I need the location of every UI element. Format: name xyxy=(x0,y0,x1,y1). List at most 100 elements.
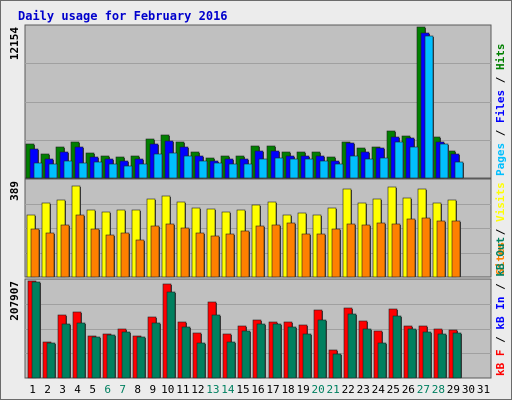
legend-entry: kB Out xyxy=(494,237,507,277)
bar-pages-day-23 xyxy=(364,158,374,179)
x-tick-5: 5 xyxy=(89,383,96,396)
bar-pages-day-18 xyxy=(289,158,299,179)
x-tick-25: 25 xyxy=(387,383,400,396)
bar-kb-out-day-10 xyxy=(166,291,176,379)
legend-entry: kB F xyxy=(494,350,507,377)
bar-pages-day-14 xyxy=(228,163,238,179)
bar-kb-out-day-16 xyxy=(256,323,266,379)
bar-sites-day-17 xyxy=(271,224,281,278)
x-tick-12: 12 xyxy=(191,383,204,396)
x-tick-29: 29 xyxy=(447,383,460,396)
bar-sites-day-1 xyxy=(30,228,40,278)
x-tick-11: 11 xyxy=(176,383,189,396)
x-tick-27: 27 xyxy=(417,383,430,396)
x-tick-18: 18 xyxy=(281,383,294,396)
bar-kb-out-day-22 xyxy=(347,313,357,379)
bar-pages-day-15 xyxy=(243,163,253,179)
bar-pages-day-10 xyxy=(168,152,178,179)
bar-sites-day-18 xyxy=(286,222,296,278)
x-tick-22: 22 xyxy=(342,383,355,396)
x-tick-20: 20 xyxy=(312,383,325,396)
x-tick-17: 17 xyxy=(266,383,279,396)
x-tick-28: 28 xyxy=(432,383,445,396)
bar-kb-out-day-1 xyxy=(31,281,41,379)
x-tick-3: 3 xyxy=(59,383,66,396)
max-label-bottom: 207907 xyxy=(8,281,21,321)
bar-kb-out-day-25 xyxy=(392,315,402,379)
bar-pages-day-29 xyxy=(454,161,464,179)
bar-sites-day-10 xyxy=(165,223,175,278)
bar-kb-out-day-19 xyxy=(302,333,312,379)
bar-pages-day-12 xyxy=(198,160,208,179)
legend-top: Pages / Files / Hits xyxy=(494,44,507,177)
bar-pages-day-19 xyxy=(304,158,314,179)
x-tick-6: 6 xyxy=(104,383,111,396)
bar-sites-day-26 xyxy=(406,218,416,278)
bar-pages-day-21 xyxy=(334,163,344,179)
x-tick-31: 31 xyxy=(477,383,490,396)
bar-kb-out-day-12 xyxy=(196,342,206,379)
x-tick-24: 24 xyxy=(372,383,386,396)
bar-pages-day-4 xyxy=(78,162,88,179)
bar-sites-day-13 xyxy=(210,235,220,278)
bar-sites-day-19 xyxy=(301,233,311,278)
legend-entry: kB In xyxy=(494,297,507,330)
x-tick-10: 10 xyxy=(161,383,174,396)
chart-title: Daily usage for February 2016 xyxy=(18,9,228,23)
bar-sites-day-20 xyxy=(316,233,326,278)
x-tick-21: 21 xyxy=(327,383,340,396)
bar-pages-day-25 xyxy=(394,141,404,179)
bar-sites-day-24 xyxy=(376,222,386,278)
bar-sites-day-3 xyxy=(60,224,70,278)
x-tick-13: 13 xyxy=(206,383,219,396)
bar-pages-day-3 xyxy=(63,160,73,179)
bar-kb-out-day-20 xyxy=(317,319,327,379)
bar-pages-day-24 xyxy=(379,157,389,179)
bar-sites-day-21 xyxy=(331,228,341,278)
bar-kb-out-day-24 xyxy=(377,342,387,379)
x-tick-1: 1 xyxy=(29,383,36,396)
bar-kb-out-day-23 xyxy=(362,328,372,379)
x-tick-16: 16 xyxy=(251,383,264,396)
max-label-top: 12154 xyxy=(8,27,21,60)
bar-pages-day-11 xyxy=(183,155,193,179)
x-tick-15: 15 xyxy=(236,383,249,396)
bar-sites-day-22 xyxy=(346,223,356,278)
bar-pages-day-13 xyxy=(213,162,223,179)
bar-pages-day-1 xyxy=(33,162,43,179)
bar-sites-day-7 xyxy=(120,232,130,278)
x-tick-14: 14 xyxy=(221,383,235,396)
bar-pages-day-6 xyxy=(108,163,118,179)
bar-sites-day-16 xyxy=(255,225,265,278)
bar-kb-out-day-7 xyxy=(121,331,131,379)
x-tick-7: 7 xyxy=(119,383,126,396)
bar-kb-out-day-3 xyxy=(61,323,71,379)
legend-entry: Files xyxy=(494,90,507,123)
bar-kb-out-day-13 xyxy=(211,314,221,379)
bar-kb-out-day-6 xyxy=(106,334,116,379)
x-tick-19: 19 xyxy=(296,383,309,396)
bar-kb-out-day-18 xyxy=(287,326,297,379)
legend-entry: / xyxy=(494,277,507,297)
bar-pages-day-2 xyxy=(48,163,58,179)
bar-kb-out-day-17 xyxy=(272,323,282,379)
legend-entry: / xyxy=(494,222,507,242)
bar-sites-day-5 xyxy=(90,228,100,278)
bar-pages-day-8 xyxy=(138,163,148,179)
bar-sites-day-27 xyxy=(421,217,431,278)
bar-sites-day-28 xyxy=(436,220,446,278)
legend-bottom: kB F / kB In / kB Out xyxy=(494,237,507,376)
bar-kb-out-day-11 xyxy=(181,326,191,379)
bar-sites-day-25 xyxy=(391,223,401,278)
bar-sites-day-15 xyxy=(240,230,250,278)
bar-pages-day-22 xyxy=(349,155,359,179)
bar-pages-day-9 xyxy=(153,153,163,179)
x-tick-2: 2 xyxy=(44,383,51,396)
bar-kb-out-day-2 xyxy=(46,342,56,379)
x-tick-30: 30 xyxy=(462,383,475,396)
bar-kb-out-day-15 xyxy=(241,330,251,379)
legend-entry: Visits xyxy=(494,182,507,222)
bar-kb-out-day-27 xyxy=(422,331,432,379)
bar-sites-day-23 xyxy=(361,224,371,278)
